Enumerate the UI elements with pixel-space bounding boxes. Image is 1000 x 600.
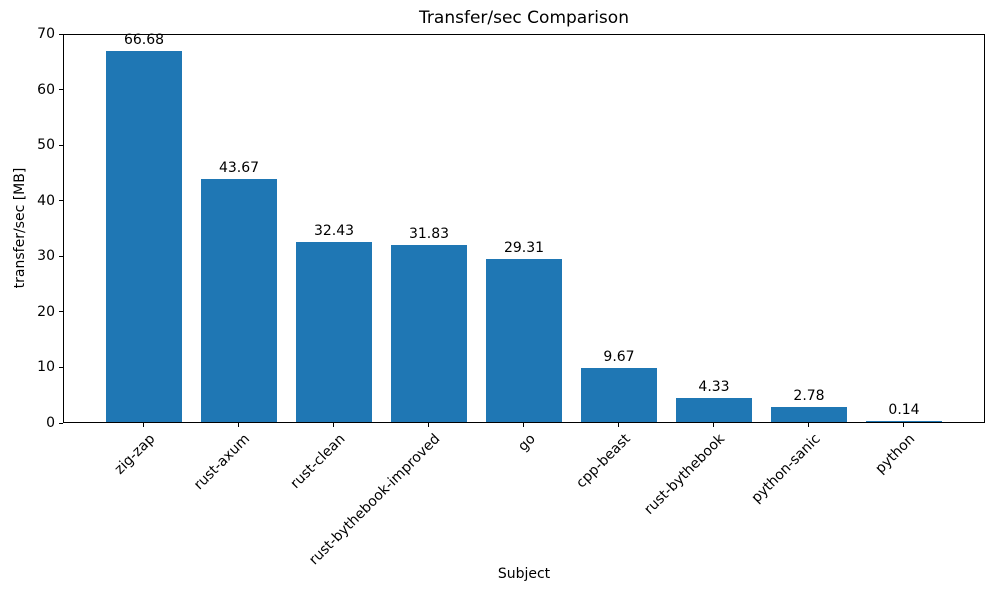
- bar-rust-bythebook: [676, 398, 752, 422]
- x-tick-label: python-sanic: [748, 431, 824, 507]
- y-tick-label: 70: [37, 26, 55, 42]
- bar-value-label: 29.31: [503, 240, 545, 256]
- y-tick-mark: [59, 366, 63, 368]
- bars-layer: 66.68 43.67 32.43 31.83 29.31 9.67 4.33 2.78 0.1…: [64, 32, 984, 422]
- x-tick-mark: [903, 423, 904, 427]
- bar-value-label: 2.78: [793, 388, 825, 404]
- x-tick-label: go: [514, 431, 539, 455]
- x-tick-label: rust-bythebook: [641, 431, 729, 518]
- bar-python-sanic: [771, 407, 847, 422]
- bar-rust-clean: [296, 242, 372, 422]
- x-tick-mark: [523, 423, 524, 427]
- bar-zig-zap: [106, 51, 182, 422]
- x-tick-mark: [428, 423, 429, 427]
- y-tick-label: 50: [37, 137, 55, 154]
- y-tick-label: 20: [37, 303, 55, 320]
- y-tick-mark: [59, 144, 63, 146]
- x-axis-label: Subject: [497, 566, 551, 582]
- bar-rust-bythebook-improved: [391, 245, 467, 422]
- x-tick-mark: [238, 423, 239, 427]
- y-tick-label: 0: [46, 415, 55, 431]
- bar-value-label: 31.83: [408, 226, 450, 242]
- bar-value-label: 43.67: [218, 160, 260, 176]
- chart-title: Transfer/sec Comparison: [419, 8, 629, 28]
- y-tick-label: 60: [37, 81, 55, 98]
- plot-area: 66.68 43.67 32.43 31.83 29.31 9.67 4.33 2.78 0.1…: [63, 32, 985, 423]
- y-axis-label: transfer/sec [MB]: [12, 167, 28, 289]
- bar-value-label: 9.67: [603, 349, 635, 365]
- y-tick-mark: [59, 422, 63, 424]
- bar-value-label: 4.33: [698, 379, 730, 395]
- bar-python: [866, 421, 942, 422]
- bar-rust-axum: [201, 179, 277, 422]
- y-tick-mark: [59, 33, 63, 35]
- y-tick-mark: [59, 89, 63, 91]
- bar-value-label: 32.43: [313, 223, 355, 239]
- x-tick-mark: [143, 423, 144, 427]
- y-tick-label: 10: [37, 359, 55, 376]
- x-tick-label: rust-axum: [191, 431, 254, 494]
- x-tick-mark: [618, 423, 619, 427]
- bar-value-label: 0.14: [888, 402, 920, 418]
- x-tick-label: zig-zap: [111, 431, 159, 478]
- bar-value-label: 66.68: [123, 32, 165, 48]
- x-tick-mark: [713, 423, 714, 427]
- bar-go: [486, 259, 562, 422]
- x-tick-label: cpp-beast: [572, 431, 634, 492]
- y-tick-label: 30: [37, 248, 55, 265]
- y-tick-mark: [59, 200, 63, 202]
- x-tick-mark: [808, 423, 809, 427]
- x-tick-label: python: [872, 431, 919, 477]
- y-tick-mark: [59, 311, 63, 313]
- x-tick-label: rust-clean: [287, 431, 349, 492]
- y-tick-mark: [59, 255, 63, 257]
- x-tick-mark: [333, 423, 334, 427]
- bar-cpp-beast: [581, 368, 657, 422]
- y-tick-label: 40: [37, 192, 55, 209]
